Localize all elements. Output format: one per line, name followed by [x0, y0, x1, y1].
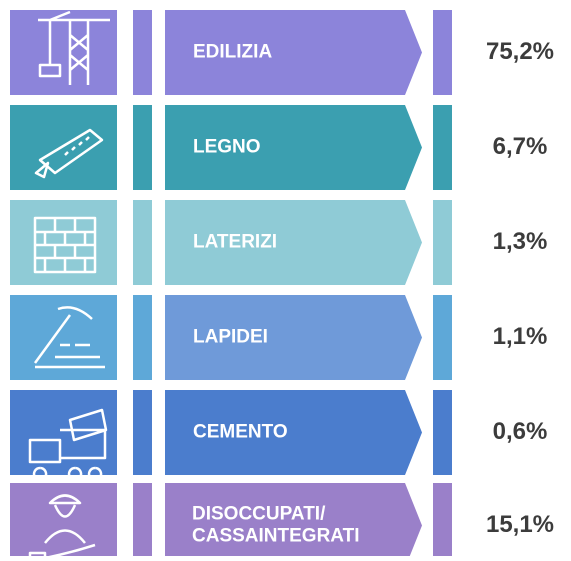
label-arrow [165, 295, 422, 380]
label-arrow [165, 483, 422, 561]
divider-bar [133, 483, 152, 561]
icon [33, 306, 105, 369]
sector-label: CEMENTO [193, 422, 288, 443]
divider-bar [433, 390, 452, 475]
row: CEMENTO 0,6% [10, 390, 548, 482]
percentage: 1,3% [493, 228, 548, 255]
sector-label: LAPIDEI [193, 327, 268, 348]
sector-label: EDILIZIA [193, 42, 272, 63]
icon [28, 408, 108, 482]
percentage: 1,1% [493, 323, 548, 350]
icon-box [10, 483, 117, 561]
percentage: 15,1% [486, 511, 554, 538]
divider-bar [133, 390, 152, 475]
icon [33, 216, 97, 274]
percentage: 0,6% [493, 418, 548, 445]
divider-bar [433, 483, 452, 561]
row: LATERIZI 1,3% [10, 200, 547, 285]
row: LAPIDEI 1,1% [10, 295, 547, 380]
icon [34, 128, 104, 179]
sector-label: CASSAINTEGRATI [192, 526, 359, 547]
icon [28, 494, 96, 561]
label-arrow [165, 10, 422, 95]
divider-bar [433, 105, 452, 190]
icon-box [10, 10, 117, 95]
divider-bar [133, 295, 152, 380]
row: LEGNO 6,7% [10, 105, 547, 190]
percentage: 75,2% [486, 38, 554, 65]
icon [38, 10, 110, 85]
percentage: 6,7% [493, 133, 548, 160]
divider-bar [433, 200, 452, 285]
row: EDILIZIA 75,2% [10, 10, 554, 95]
sector-label: LATERIZI [193, 232, 277, 253]
label-arrow [165, 105, 422, 190]
sector-label: DISOCCUPATI/ [192, 504, 326, 525]
divider-bar [433, 10, 452, 95]
divider-bar [133, 200, 152, 285]
icon-box [10, 105, 117, 190]
row: DISOCCUPATI/CASSAINTEGRATI 15,1% [10, 483, 554, 561]
label-arrow [165, 200, 422, 285]
divider-bar [133, 10, 152, 95]
sector-label: LEGNO [193, 137, 261, 158]
divider-bar [133, 105, 152, 190]
divider-bar [433, 295, 452, 380]
label-arrow [165, 390, 422, 475]
